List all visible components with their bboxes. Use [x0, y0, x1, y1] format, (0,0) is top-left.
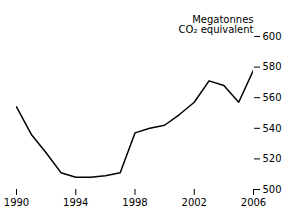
svg-text:1994: 1994	[63, 197, 88, 208]
svg-text:540: 540	[263, 123, 282, 134]
svg-text:1998: 1998	[122, 197, 147, 208]
svg-text:600: 600	[263, 31, 282, 42]
svg-text:520: 520	[263, 153, 282, 164]
svg-text:MegatonnesCO₂ equivalent: MegatonnesCO₂ equivalent	[179, 14, 254, 35]
svg-text:2002: 2002	[182, 197, 207, 208]
svg-text:580: 580	[263, 61, 282, 72]
svg-text:500: 500	[263, 184, 282, 195]
svg-text:2006: 2006	[241, 197, 266, 208]
svg-text:560: 560	[263, 92, 282, 103]
svg-text:1990: 1990	[4, 197, 29, 208]
